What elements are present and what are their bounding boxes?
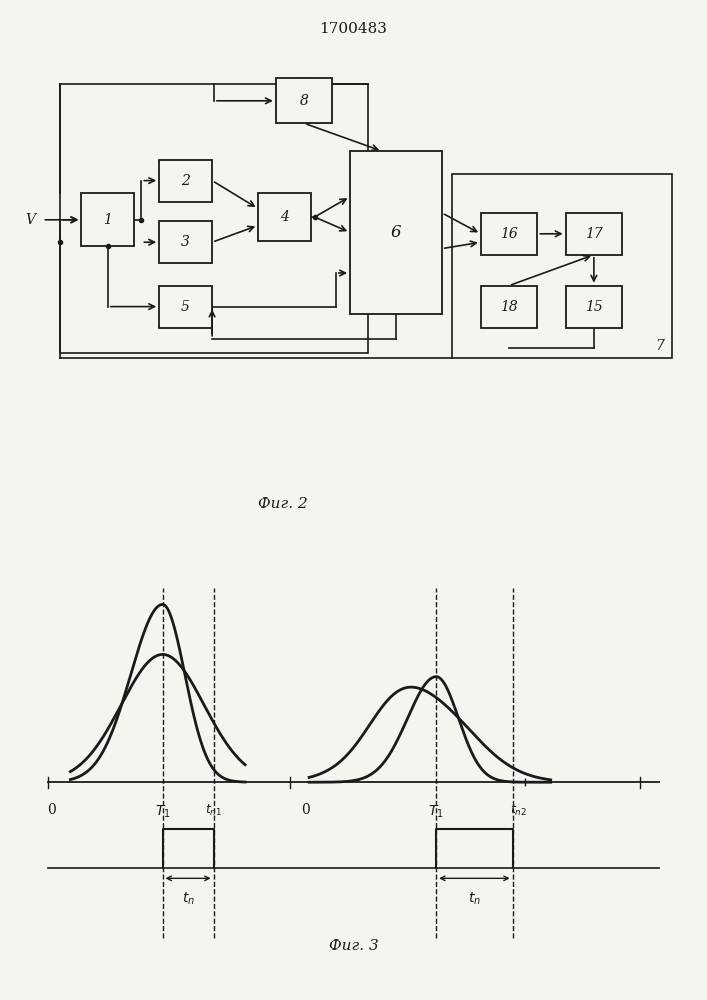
Bar	[159, 221, 212, 263]
Text: Фиг. 2: Фиг. 2	[258, 497, 308, 511]
Bar	[258, 193, 311, 241]
Text: V: V	[25, 213, 35, 227]
Text: $t_{n2}$: $t_{n2}$	[510, 803, 527, 818]
Text: 17: 17	[585, 227, 603, 241]
Text: 7: 7	[655, 339, 665, 353]
Text: Фиг. 3: Фиг. 3	[329, 939, 378, 953]
Text: 2: 2	[181, 174, 190, 188]
Text: 15: 15	[585, 300, 603, 314]
Text: 1: 1	[103, 213, 112, 227]
Text: 0: 0	[47, 803, 56, 817]
Text: $T_1$: $T_1$	[428, 803, 444, 820]
Bar	[481, 286, 537, 328]
Text: $T_1$: $T_1$	[155, 803, 170, 820]
Bar	[481, 213, 537, 255]
Text: $t_{n1}$: $t_{n1}$	[205, 803, 222, 818]
Bar	[350, 151, 442, 314]
Text: 1700483: 1700483	[320, 22, 387, 36]
Bar	[566, 213, 622, 255]
Text: 4: 4	[280, 210, 289, 224]
Text: 0: 0	[301, 803, 310, 817]
Text: 3: 3	[181, 235, 190, 249]
Text: 8: 8	[300, 94, 308, 108]
Text: $t_n$: $t_n$	[182, 891, 194, 907]
Bar	[566, 286, 622, 328]
Text: 6: 6	[390, 224, 402, 241]
Bar	[60, 84, 368, 353]
Text: 16: 16	[500, 227, 518, 241]
Bar	[276, 78, 332, 123]
Text: $t_n$: $t_n$	[468, 891, 481, 907]
Bar	[452, 174, 672, 358]
Bar	[159, 286, 212, 328]
Text: 5: 5	[181, 300, 190, 314]
Bar	[81, 193, 134, 246]
Text: 18: 18	[500, 300, 518, 314]
Bar	[159, 160, 212, 202]
